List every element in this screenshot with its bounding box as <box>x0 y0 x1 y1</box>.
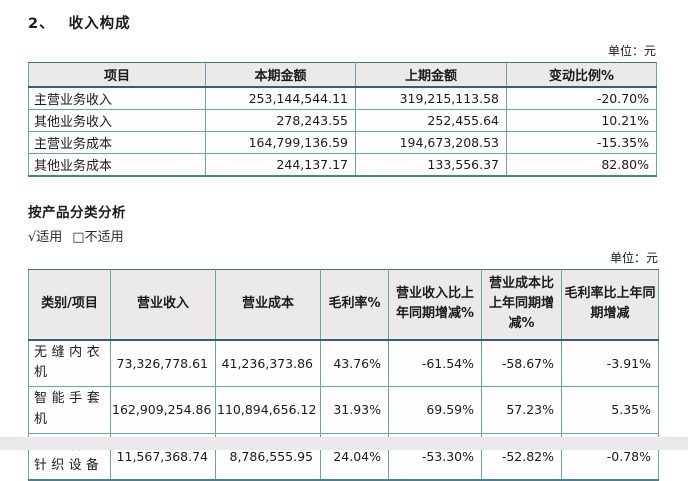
category-label: 无缝内衣机 <box>28 338 111 388</box>
subsection-title: 按产品分类分析 <box>28 205 126 221</box>
table-header-row: 类别/项目 营业收入 营业成本 毛利率% 营业收入比上年同期增减% 营业成本比上… <box>28 269 659 341</box>
table-header-row: 项目 本期金额 上期金额 变动比例% <box>28 62 657 88</box>
current-amount-cell: 164,799,136.59 <box>205 131 356 154</box>
change-ratio-cell: -15.35% <box>506 131 657 154</box>
change-ratio-cell: 10.21% <box>506 109 657 132</box>
header-cell-revenue: 营业收入 <box>110 269 216 341</box>
not-applicable-option: □不适用 <box>72 230 124 245</box>
table-row: 智能手套机 162,909,254.86 110,894,656.12 31.9… <box>28 386 659 434</box>
header-cell-cost-yoy: 营业成本比上年同期增减% <box>481 269 562 341</box>
header-cell-prior-amount: 上期金额 <box>355 62 507 88</box>
cost-yoy-cell: 57.23% <box>481 386 562 434</box>
header-cell-revenue-yoy: 营业收入比上年同期增减% <box>388 269 482 341</box>
gross-margin-cell: 31.93% <box>320 386 389 434</box>
unit-label-2: 单位：元 <box>609 251 658 265</box>
row-label: 其他业务成本 <box>28 153 206 177</box>
revenue-cell: 73,326,778.61 <box>110 338 216 388</box>
header-cell-cost: 营业成本 <box>215 269 321 341</box>
page-edge <box>0 437 688 450</box>
prior-amount-cell: 252,455.64 <box>355 109 507 132</box>
change-ratio-cell: -20.70% <box>506 86 657 110</box>
current-amount-cell: 244,137.17 <box>205 153 356 177</box>
cost-yoy-cell: -58.67% <box>481 338 562 388</box>
row-label: 主营业务成本 <box>28 131 206 154</box>
table-row: 主营业务收入 253,144,544.11 319,215,113.58 -20… <box>28 86 657 110</box>
revenue-yoy-cell: 69.59% <box>388 386 482 434</box>
header-cell-margin-yoy: 毛利率比上年同期增减 <box>561 269 659 341</box>
header-cell-current-amount: 本期金额 <box>205 62 356 88</box>
margin-yoy-cell: 5.35% <box>561 386 659 434</box>
change-ratio-cell: 82.80% <box>506 153 657 177</box>
section-title-text: 收入构成 <box>68 16 131 32</box>
revenue-composition-table: 项目 本期金额 上期金额 变动比例% 主营业务收入 253,144,544.11… <box>28 62 657 177</box>
table-row: 主营业务成本 164,799,136.59 194,673,208.53 -15… <box>28 131 657 154</box>
current-amount-cell: 278,243.55 <box>205 109 356 132</box>
margin-yoy-cell: -3.91% <box>561 338 659 388</box>
cost-cell: 41,236,373.86 <box>215 338 321 388</box>
header-cell-gross-margin: 毛利率% <box>320 269 389 341</box>
header-cell-change-ratio: 变动比例% <box>506 62 657 88</box>
applicability-line: √适用 □不适用 <box>28 226 658 245</box>
table-row: 其他业务成本 244,137.17 133,556.37 82.80% <box>28 153 657 177</box>
prior-amount-cell: 194,673,208.53 <box>355 131 507 154</box>
row-label: 主营业务收入 <box>28 86 206 110</box>
gross-margin-cell: 43.76% <box>320 338 389 388</box>
category-label: 智能手套机 <box>28 386 111 434</box>
applicable-option: √适用 <box>28 230 63 245</box>
section-number: 2、 <box>28 16 55 32</box>
row-label: 其他业务收入 <box>28 109 206 132</box>
current-amount-cell: 253,144,544.11 <box>205 86 356 110</box>
section-title: 2、 收入构成 <box>28 12 658 33</box>
header-cell-category: 类别/项目 <box>28 269 111 341</box>
revenue-cell: 162,909,254.86 <box>110 386 216 434</box>
unit-label-1: 单位：元 <box>607 44 656 58</box>
table-row: 其他业务收入 278,243.55 252,455.64 10.21% <box>28 109 657 132</box>
prior-amount-cell: 133,556.37 <box>355 153 507 177</box>
prior-amount-cell: 319,215,113.58 <box>355 86 507 110</box>
cost-cell: 110,894,656.12 <box>215 386 321 434</box>
revenue-yoy-cell: -61.54% <box>388 338 482 388</box>
table-row: 无缝内衣机 73,326,778.61 41,236,373.86 43.76%… <box>28 338 659 388</box>
header-cell-item: 项目 <box>28 62 206 88</box>
